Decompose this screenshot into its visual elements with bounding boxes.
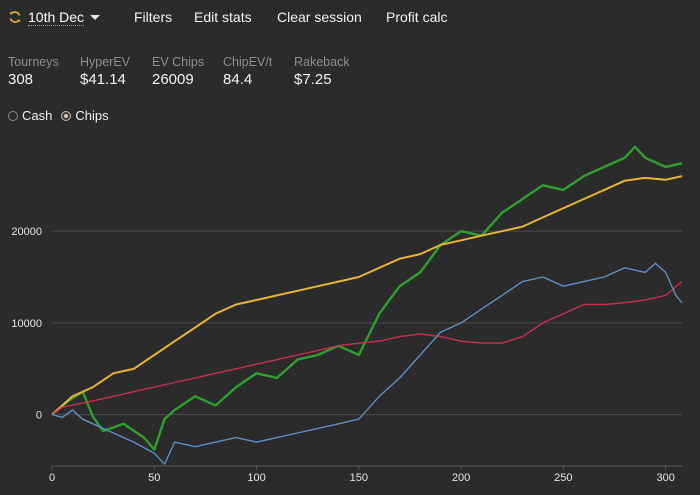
x-tick-label: 250 bbox=[554, 472, 572, 484]
stat-rakeback: Rakeback $7.25 bbox=[294, 55, 350, 89]
x-tick-label: 100 bbox=[247, 472, 265, 484]
chevron-down-icon bbox=[90, 14, 101, 20]
x-tick-label: 200 bbox=[452, 472, 470, 484]
stat-ev-chips: EV Chips 26009 bbox=[152, 55, 204, 89]
stat-title: ChipEV/t bbox=[223, 55, 273, 69]
edit-stats-button[interactable]: Edit stats bbox=[194, 9, 252, 25]
stat-title: Rakeback bbox=[294, 55, 350, 69]
stat-title: HyperEV bbox=[80, 55, 131, 69]
stat-value: 26009 bbox=[152, 71, 194, 88]
chip-graph: 0 10000 20000 0 50 100 150 200 250 300 bbox=[11, 145, 683, 484]
stat-value: $41.14 bbox=[80, 71, 126, 88]
series-line bbox=[51, 175, 683, 416]
y-tick-label: 20000 bbox=[11, 226, 42, 238]
mode-toggle: Cash Chips bbox=[8, 108, 118, 123]
profit-calc-button[interactable]: Profit calc bbox=[386, 9, 448, 25]
y-tick-label: 0 bbox=[36, 410, 42, 422]
stat-hyperev: HyperEV $41.14 bbox=[80, 55, 130, 89]
series-line bbox=[51, 262, 683, 465]
stat-title: EV Chips bbox=[152, 55, 205, 69]
filters-button[interactable]: Filters bbox=[134, 9, 173, 25]
x-tick-label: 50 bbox=[148, 472, 160, 484]
series-line bbox=[51, 145, 683, 451]
radio-label: Cash bbox=[22, 108, 53, 123]
radio-label: Chips bbox=[75, 108, 109, 123]
chips-radio[interactable]: Chips bbox=[61, 108, 109, 123]
stat-tourneys: Tourneys 308 bbox=[8, 55, 59, 89]
session-label: 10th Dec bbox=[28, 8, 85, 26]
radio-circle-icon bbox=[8, 110, 18, 121]
x-tick-label: 300 bbox=[656, 472, 674, 484]
session-selector[interactable]: 10th Dec bbox=[8, 7, 101, 27]
radio-circle-icon bbox=[61, 110, 72, 121]
series-line bbox=[51, 281, 683, 416]
stat-chipev-per-tourney: ChipEV/t 84.4 bbox=[223, 55, 272, 89]
y-tick-label: 10000 bbox=[11, 318, 42, 330]
stat-title: Tourneys bbox=[8, 55, 59, 69]
refresh-icon bbox=[9, 11, 21, 23]
clear-session-button[interactable]: Clear session bbox=[277, 9, 362, 25]
x-tick-label: 150 bbox=[350, 472, 368, 484]
stat-value: $7.25 bbox=[294, 71, 332, 88]
stat-value: 308 bbox=[8, 71, 34, 88]
stat-value: 84.4 bbox=[223, 71, 253, 88]
x-tick-label: 0 bbox=[49, 472, 55, 484]
top-bar: 10th Dec Filters Edit stats Clear sessio… bbox=[0, 0, 700, 34]
cash-radio[interactable]: Cash bbox=[8, 108, 52, 123]
